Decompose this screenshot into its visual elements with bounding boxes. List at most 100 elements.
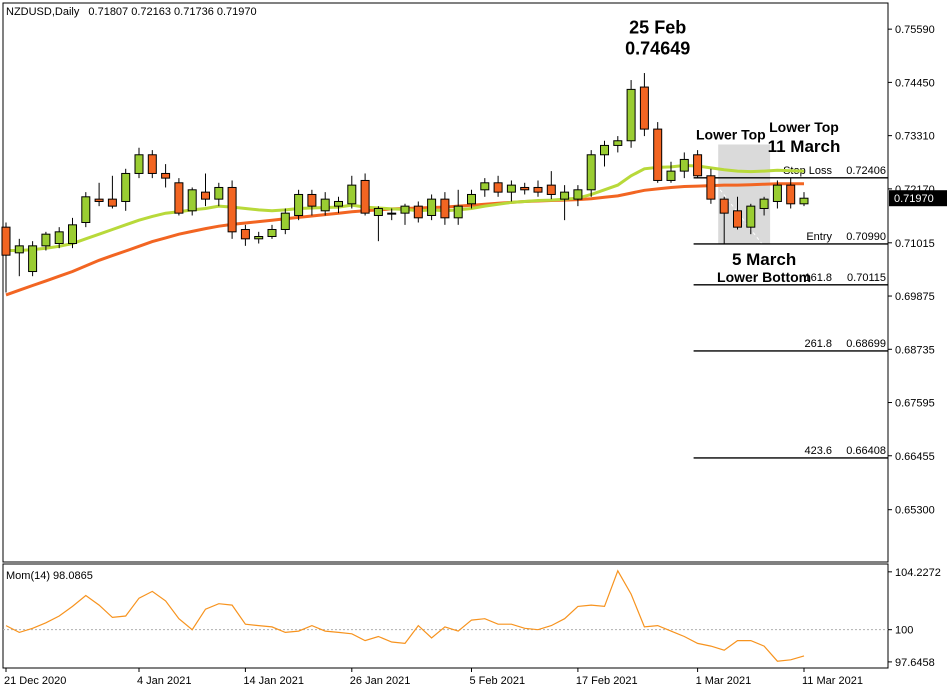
candle-body	[533, 186, 543, 193]
candle	[560, 185, 570, 221]
candle-body	[693, 154, 703, 177]
time-tick-label: 26 Jan 2021	[350, 675, 411, 687]
price-tick-label: 0.74450	[895, 77, 935, 89]
candle-body	[799, 197, 809, 205]
candle	[347, 175, 357, 209]
price-tick-label: 0.66455	[895, 451, 935, 463]
candle	[187, 187, 197, 216]
candle-body	[41, 233, 51, 247]
momentum-pane: Mom(14) 98.0865 104.2272 100 97.6458	[3, 567, 941, 669]
candle	[254, 231, 264, 244]
candle-body	[387, 212, 397, 215]
candle-body	[480, 182, 490, 191]
lower-top-2-date: 11 March	[768, 137, 841, 156]
lower-bottom-label: Lower Bottom	[717, 269, 811, 285]
candle-body	[121, 172, 131, 202]
candle	[54, 227, 64, 249]
candle-body	[666, 170, 676, 181]
symbol-label: NZDUSD,Daily	[6, 6, 80, 18]
momentum-header: Mom(14) 98.0865	[6, 570, 93, 582]
candle-body	[227, 186, 237, 233]
fib-level-value: 0.68699	[846, 338, 886, 350]
candle-body	[28, 245, 38, 273]
candle-body	[14, 245, 24, 254]
candle	[573, 185, 583, 207]
candle	[307, 189, 317, 216]
candle	[467, 189, 476, 209]
price-tick-label: 0.75590	[895, 24, 935, 36]
candle	[14, 238, 24, 277]
candle	[786, 178, 796, 209]
candle-body	[786, 184, 796, 205]
candle-body	[254, 236, 264, 240]
candle	[68, 217, 77, 249]
candle	[320, 192, 330, 216]
lower-top-2-label: Lower Top	[769, 119, 839, 135]
candle-body	[147, 154, 157, 174]
candle	[520, 182, 530, 195]
candle-body	[520, 186, 530, 191]
time-axis: 21 Dec 2020 4 Jan 2021 14 Jan 2021 26 Jan 2…	[4, 668, 863, 687]
candle-body	[613, 140, 623, 146]
candle	[147, 150, 157, 179]
time-tick-label: 1 Mar 2021	[696, 675, 752, 687]
candle	[506, 180, 516, 202]
candle	[626, 80, 636, 148]
price-tick-label: 0.68735	[895, 344, 935, 356]
candle-body	[54, 231, 64, 245]
candle	[440, 192, 450, 225]
candle	[267, 224, 277, 239]
candle-body	[81, 196, 91, 223]
candle-body	[187, 189, 197, 212]
candle	[413, 201, 423, 223]
candle	[41, 231, 51, 251]
candle	[280, 208, 290, 235]
candle-body	[626, 88, 636, 142]
candle-body	[94, 198, 104, 202]
candle-body	[493, 182, 503, 193]
candle-body	[719, 198, 729, 214]
candle	[759, 196, 769, 216]
price-tick-label: 0.67595	[895, 398, 935, 410]
candle-body	[68, 224, 77, 245]
candle	[706, 168, 716, 204]
lower-top-zone	[718, 144, 771, 244]
candle-body	[373, 207, 383, 216]
candle-body	[453, 205, 463, 219]
ohlc-values: 0.71807 0.72163 0.71736 0.71970	[88, 6, 256, 18]
candle-body	[600, 144, 609, 156]
candle	[174, 178, 184, 216]
candle	[719, 196, 729, 244]
candle	[387, 208, 397, 221]
candle-body	[427, 198, 437, 216]
time-tick-label: 21 Dec 2020	[4, 675, 66, 687]
candle-body	[772, 184, 782, 202]
fib-level-name: 261.8	[804, 338, 832, 350]
lower-top-1-label: Lower Top	[696, 126, 766, 142]
candle	[733, 196, 742, 230]
candle	[546, 171, 556, 200]
candle	[94, 182, 104, 207]
candle	[107, 175, 117, 209]
candle-body	[400, 205, 410, 214]
candle	[400, 203, 410, 225]
time-tick-label: 4 Jan 2021	[137, 675, 191, 687]
candle	[493, 175, 503, 197]
time-tick-label: 5 Feb 2021	[470, 675, 526, 687]
candle-body	[107, 198, 117, 207]
candle-body	[134, 154, 144, 174]
fib-level-value: 0.70990	[846, 231, 886, 243]
candle	[227, 180, 237, 239]
candle	[373, 206, 383, 242]
momentum-tick-label: 104.2272	[895, 567, 941, 579]
chart-header: NZDUSD,Daily 0.71807 0.72163 0.71736 0.7…	[6, 6, 257, 18]
price-axis: 0.755900.744500.733100.721700.710150.698…	[888, 24, 947, 517]
fib-level-value: 0.72406	[846, 165, 886, 177]
time-tick-label: 11 Mar 2021	[802, 675, 863, 687]
candle-body	[161, 172, 171, 179]
candle-body	[746, 205, 756, 228]
candle-body	[320, 198, 330, 212]
candle-body	[639, 86, 649, 130]
